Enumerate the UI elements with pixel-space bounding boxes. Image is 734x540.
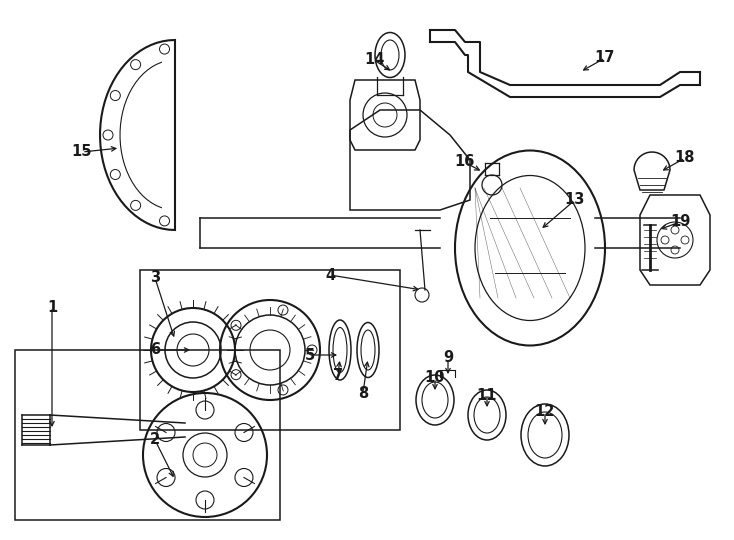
Text: 10: 10 xyxy=(425,370,446,386)
Text: 17: 17 xyxy=(595,51,615,65)
Text: 5: 5 xyxy=(305,348,315,362)
Text: 9: 9 xyxy=(443,350,453,366)
Text: 8: 8 xyxy=(358,386,368,401)
Text: 15: 15 xyxy=(72,145,92,159)
Text: 3: 3 xyxy=(150,271,160,286)
Text: 12: 12 xyxy=(535,404,555,420)
Text: 19: 19 xyxy=(670,214,690,230)
Text: 11: 11 xyxy=(477,388,497,402)
Text: 2: 2 xyxy=(150,433,160,448)
Text: 16: 16 xyxy=(454,154,474,170)
Text: 13: 13 xyxy=(564,192,585,207)
Text: 1: 1 xyxy=(47,300,57,314)
Text: 18: 18 xyxy=(675,151,695,165)
Text: 7: 7 xyxy=(333,368,343,382)
Text: 14: 14 xyxy=(364,52,384,68)
Text: 4: 4 xyxy=(325,267,335,282)
Text: 6: 6 xyxy=(150,342,160,357)
